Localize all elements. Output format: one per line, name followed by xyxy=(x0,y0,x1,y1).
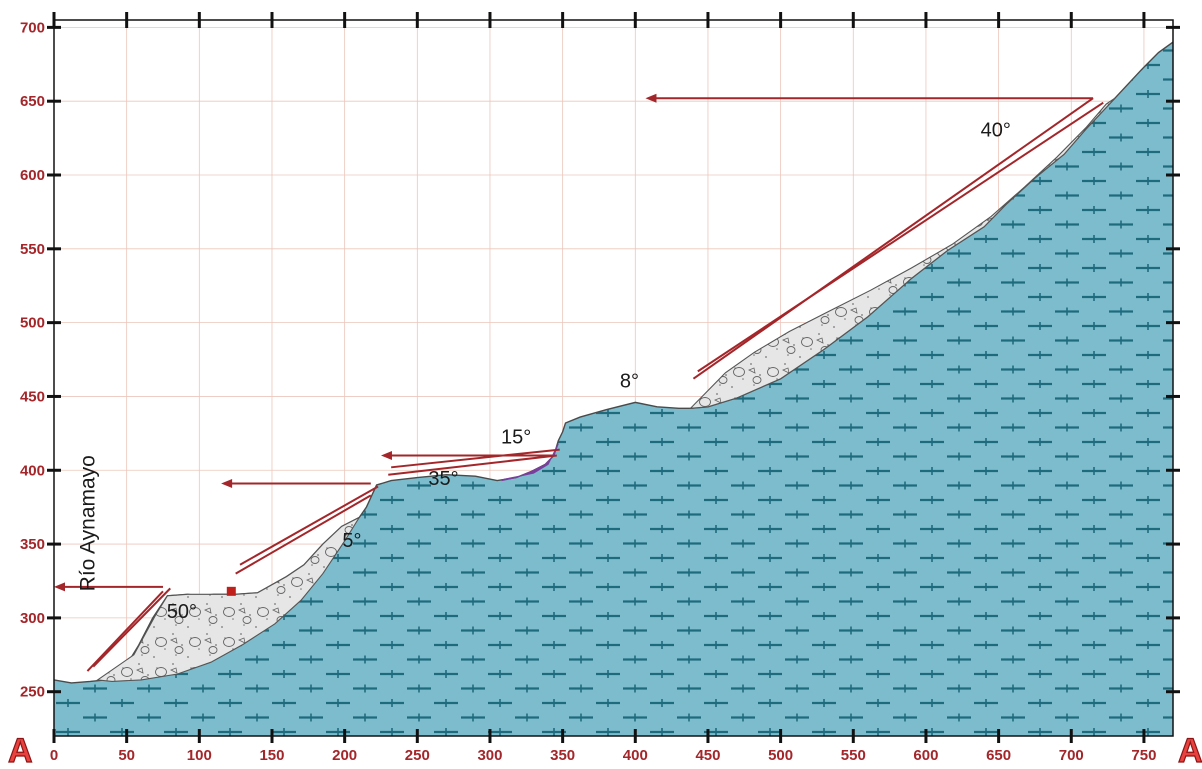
slip-line-6 xyxy=(391,448,560,469)
section-end-label: A xyxy=(1178,732,1202,769)
x-tick-label-250: 250 xyxy=(405,747,430,764)
text-labels: 50° 5° 35° 15° 8° 40° Río Aynamayo A A xyxy=(7,120,1202,769)
x-tick-label-0: 0 xyxy=(50,747,58,764)
slip-line-1 xyxy=(86,590,164,672)
slip-line-3 xyxy=(235,494,372,575)
slope-angle-label-3: 35° xyxy=(428,468,458,490)
x-tick-label-550: 550 xyxy=(841,747,866,764)
axis-ticks: 0 50 100 150 200 250 300 350 400 450 500 550 600 650 7… xyxy=(20,12,1180,764)
movement-arrow-head-2 xyxy=(221,479,233,489)
x-tick-label-350: 350 xyxy=(550,747,575,764)
slip-line-2 xyxy=(92,587,171,668)
x-tick-label-100: 100 xyxy=(187,747,212,764)
y-tick-label-650: 650 xyxy=(20,93,45,110)
y-tick-label-550: 550 xyxy=(20,241,45,258)
x-tick-label-600: 600 xyxy=(913,747,938,764)
slip-line-7 xyxy=(692,97,1094,380)
y-tick-label-350: 350 xyxy=(20,536,45,553)
y-tick-label-500: 500 xyxy=(20,315,45,332)
bedrock-texture xyxy=(54,42,1173,736)
plot-border xyxy=(53,19,1174,737)
x-tick-label-200: 200 xyxy=(332,747,357,764)
section-start-label: A xyxy=(8,732,33,769)
y-tick-label-250: 250 xyxy=(20,684,45,701)
slope-angle-label-1: 50° xyxy=(167,601,197,623)
slope-angle-label-5: 8° xyxy=(620,371,639,393)
slip-line-4 xyxy=(239,485,379,566)
displacement-annotations xyxy=(54,93,1104,672)
slip-line-5 xyxy=(388,454,557,476)
y-tick-label-400: 400 xyxy=(20,462,45,479)
x-tick-label-500: 500 xyxy=(768,747,793,764)
plot-frame xyxy=(53,19,1174,737)
deposit-lower-slide xyxy=(96,516,361,682)
x-tick-label-750: 750 xyxy=(1131,747,1156,764)
river-label: Río Aynamayo xyxy=(77,455,100,591)
movement-arrow-head-3 xyxy=(380,451,392,461)
x-tick-label-450: 450 xyxy=(695,747,720,764)
sample-marker xyxy=(226,586,236,596)
x-tick-label-50: 50 xyxy=(118,747,135,764)
deposit-middle-lens xyxy=(501,443,559,482)
x-tick-label-300: 300 xyxy=(477,747,502,764)
x-tick-label-400: 400 xyxy=(623,747,648,764)
slope-angle-label-2: 5° xyxy=(342,530,361,552)
x-tick-label-650: 650 xyxy=(986,747,1011,764)
slope-angle-label-6: 40° xyxy=(981,120,1011,142)
movement-arrow-head-1 xyxy=(54,582,65,592)
y-tick-label-300: 300 xyxy=(20,610,45,627)
slope-angle-label-4: 15° xyxy=(501,427,531,449)
x-tick-label-700: 700 xyxy=(1059,747,1084,764)
slip-line-8 xyxy=(697,101,1104,373)
y-tick-label-450: 450 xyxy=(20,388,45,405)
x-tick-label-150: 150 xyxy=(259,747,284,764)
movement-arrow-head-4 xyxy=(645,93,657,103)
deposit-upper-slide xyxy=(689,97,1116,409)
landslide-deposits xyxy=(96,97,1116,682)
y-tick-label-700: 700 xyxy=(20,19,45,36)
y-tick-label-600: 600 xyxy=(20,167,45,184)
